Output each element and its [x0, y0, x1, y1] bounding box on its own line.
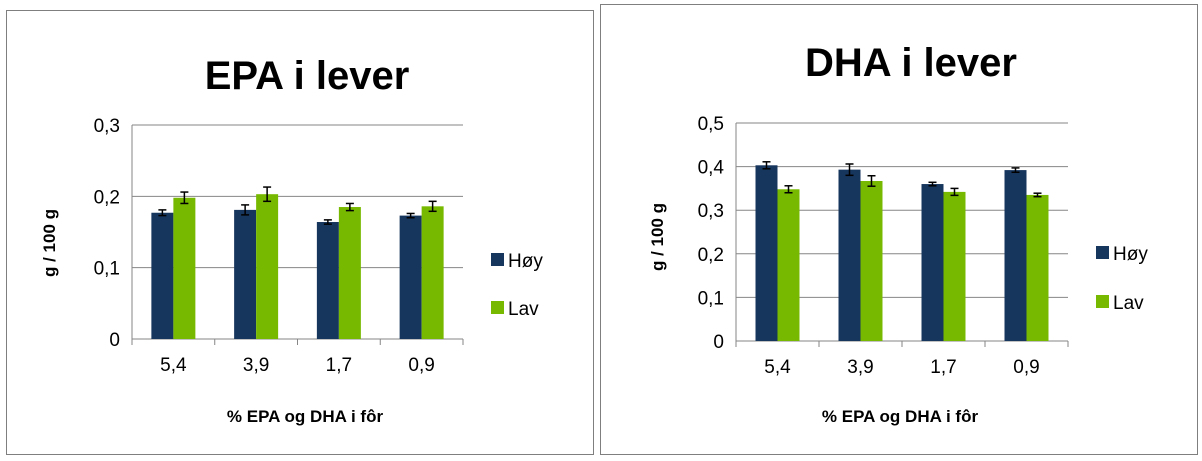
error-bar — [1011, 167, 1020, 174]
chart-title: EPA i lever — [205, 54, 410, 98]
y-tick-label: 0,5 — [698, 114, 724, 135]
legend-label-lav: Lav — [1113, 293, 1144, 314]
bar-lav — [421, 206, 444, 339]
x-tick-label: 5,4 — [160, 355, 187, 376]
bar-høy — [234, 209, 257, 339]
error-bar — [762, 161, 771, 170]
y-tick-label: 0,4 — [698, 158, 725, 179]
x-tick-label: 1,7 — [326, 355, 352, 376]
x-tick-label: 0,9 — [408, 355, 434, 376]
bar-høy — [838, 169, 861, 341]
epa-chart: EPA i lever g / 100 g % EPA og DHA i fôr… — [40, 54, 543, 426]
error-bar — [406, 212, 415, 219]
legend-swatch-lav — [1096, 295, 1109, 308]
x-tick-label: 0,9 — [1013, 357, 1039, 378]
dha-chart: DHA i lever g / 100 g % EPA og DHA i fôr… — [648, 41, 1148, 426]
bar-lav — [860, 180, 883, 341]
bar-høy — [399, 215, 422, 339]
error-bar — [428, 200, 437, 213]
legend-swatch-høy — [491, 253, 504, 266]
bar-høy — [316, 222, 339, 339]
y-tick-label: 0,3 — [94, 116, 120, 137]
bar-lav — [256, 194, 279, 339]
bar-høy — [151, 212, 174, 339]
bar-høy — [1004, 170, 1027, 341]
error-bar — [345, 202, 354, 212]
error-bar — [784, 185, 793, 194]
error-bar — [241, 204, 250, 216]
error-bar — [263, 186, 272, 203]
y-axis-label: g / 100 g — [648, 203, 667, 271]
error-bar — [158, 209, 167, 217]
bar-høy — [755, 165, 778, 341]
chart-title: DHA i lever — [805, 41, 1017, 85]
error-bar — [928, 181, 937, 187]
bar-lav — [943, 191, 966, 341]
x-tick-label: 3,9 — [243, 355, 269, 376]
bar-høy — [921, 184, 944, 341]
bar-lav — [777, 189, 800, 341]
y-tick-label: 0,2 — [94, 187, 120, 208]
legend-swatch-lav — [491, 301, 504, 314]
x-tick-label: 3,9 — [847, 357, 873, 378]
error-bar — [845, 163, 854, 177]
y-tick-label: 0,3 — [698, 201, 724, 222]
x-axis-label: % EPA og DHA i fôr — [227, 407, 384, 426]
error-bar — [867, 175, 876, 187]
error-bar — [950, 187, 959, 197]
legend-swatch-høy — [1096, 246, 1109, 259]
x-axis-label: % EPA og DHA i fôr — [822, 407, 979, 426]
legend-label-høy: Høy — [508, 251, 543, 272]
x-tick-label: 5,4 — [764, 357, 791, 378]
legend-label-høy: Høy — [1113, 244, 1148, 265]
bar-lav — [338, 207, 361, 339]
y-axis-label: g / 100 g — [40, 209, 59, 277]
y-tick-label: 0,2 — [698, 245, 724, 266]
error-bar — [180, 191, 189, 205]
bar-lav — [1026, 194, 1049, 341]
panel-gap — [594, 0, 600, 457]
y-tick-label: 0,1 — [94, 259, 120, 280]
bar-lav — [173, 197, 196, 339]
error-bar — [1033, 192, 1042, 198]
y-tick-label: 0 — [109, 330, 120, 351]
y-tick-label: 0 — [713, 332, 724, 353]
error-bar — [323, 219, 332, 225]
epa-chart-panel: EPA i lever g / 100 g % EPA og DHA i fôr… — [6, 10, 594, 455]
dha-chart-panel: DHA i lever g / 100 g % EPA og DHA i fôr… — [600, 4, 1198, 455]
legend-label-lav: Lav — [508, 299, 539, 320]
x-tick-label: 1,7 — [930, 357, 956, 378]
y-tick-label: 0,1 — [698, 288, 724, 309]
